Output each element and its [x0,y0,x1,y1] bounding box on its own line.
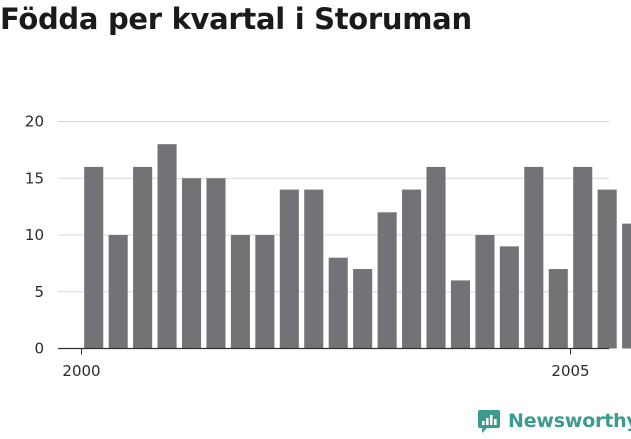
labels: 0510152011200020052010201520202025 [25,113,590,381]
bar [573,166,593,349]
bar [377,212,397,349]
bar [133,166,153,349]
bar [450,280,471,349]
bars [84,144,631,349]
y-tick-label: 20 [25,113,44,131]
bar [622,223,631,349]
bar [475,235,495,349]
x-tick-label: 2000 [62,362,100,380]
bar [230,235,250,349]
y-tick-label: 0 [34,340,44,358]
bar [499,246,519,349]
bar [279,189,299,349]
bar [426,166,446,349]
y-tick-label: 15 [25,169,44,187]
y-tick-label: 5 [34,283,44,301]
bar [304,189,324,349]
bar [597,189,617,349]
bar [353,269,373,349]
bar [206,178,226,349]
y-tick-label: 10 [25,226,44,244]
x-axis [58,347,609,355]
bar [84,166,104,349]
bar [402,189,422,349]
newsworthy-logo: Newsworthy [476,408,631,434]
brand-name: Newsworthy [508,410,631,432]
newsworthy-logo-icon [478,410,500,433]
chart-title: Födda per kvartal i Storuman [0,2,472,36]
bar [108,235,128,349]
bar [548,269,568,349]
bar [524,166,544,349]
bar [328,257,348,349]
bar [255,235,275,349]
bar [157,144,177,349]
x-tick-label: 2005 [551,362,589,380]
bar [181,178,202,349]
